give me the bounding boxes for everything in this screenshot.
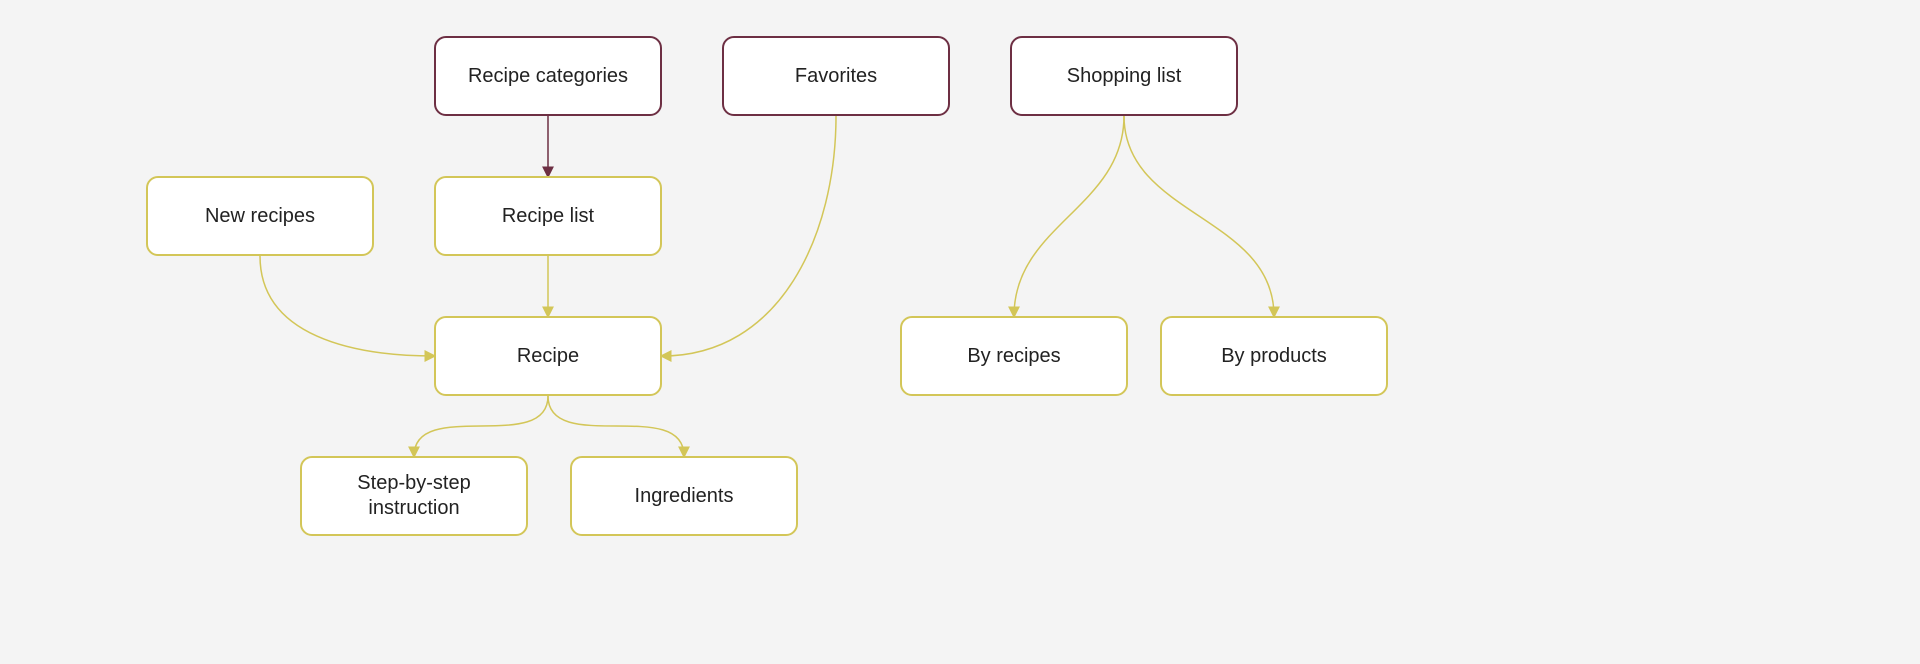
node-recipe: Recipe [434,316,662,396]
edge-recipe-to-step-by-step [414,396,548,456]
node-label: Ingredients [635,484,734,509]
edge-new-recipes-to-recipe [260,256,434,356]
node-label: Step-by-step instruction [312,471,516,521]
node-label: Recipe list [502,204,594,229]
node-step-by-step: Step-by-step instruction [300,456,528,536]
node-label: By recipes [967,344,1060,369]
node-new-recipes: New recipes [146,176,374,256]
node-by-products: By products [1160,316,1388,396]
node-label: By products [1221,344,1327,369]
node-label: Recipe [517,344,579,369]
node-recipe-categories: Recipe categories [434,36,662,116]
node-label: Recipe categories [468,64,628,89]
node-label: Favorites [795,64,877,89]
edge-favorites-to-recipe [662,116,836,356]
node-shopping-list: Shopping list [1010,36,1238,116]
edge-shopping-list-to-by-products [1124,116,1274,316]
node-ingredients: Ingredients [570,456,798,536]
node-label: Shopping list [1067,64,1182,89]
node-favorites: Favorites [722,36,950,116]
node-label: New recipes [205,204,315,229]
edge-shopping-list-to-by-recipes [1014,116,1124,316]
node-by-recipes: By recipes [900,316,1128,396]
edge-recipe-to-ingredients [548,396,684,456]
diagram-canvas: Recipe categories Favorites Shopping list N… [0,0,1920,664]
node-recipe-list: Recipe list [434,176,662,256]
